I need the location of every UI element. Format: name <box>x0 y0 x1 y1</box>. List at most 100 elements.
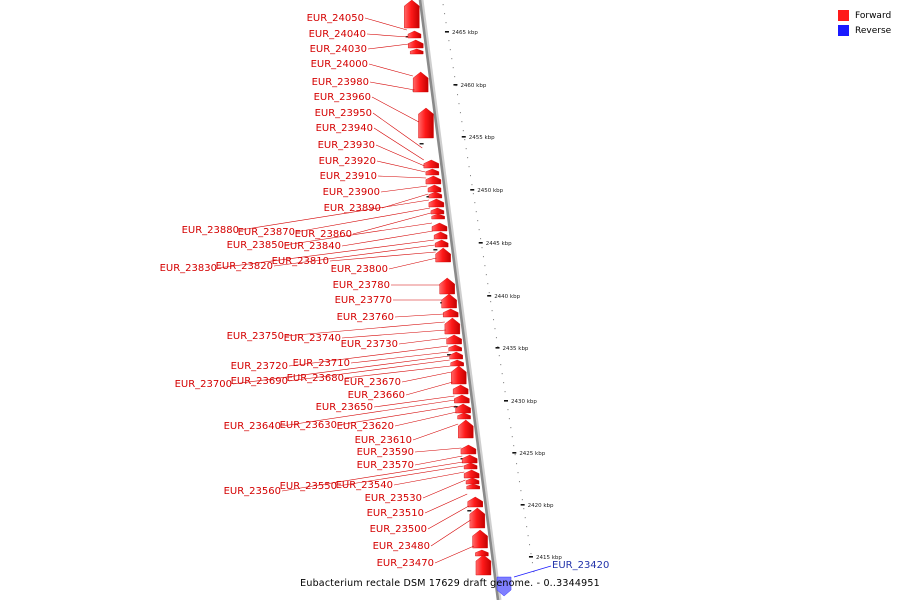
gene-feature-forward[interactable] <box>434 239 449 248</box>
gene-feature-forward[interactable] <box>444 317 461 335</box>
gene-label[interactable]: EUR_23800 <box>331 264 388 275</box>
gene-label[interactable]: EUR_23750 <box>227 331 284 342</box>
gene-label[interactable]: EUR_23470 <box>377 558 434 569</box>
gene-label[interactable]: EUR_23590 <box>357 447 414 458</box>
gene-feature-forward[interactable] <box>435 247 451 263</box>
gene-label[interactable]: EUR_23690 <box>231 376 288 387</box>
gene-feature-forward[interactable] <box>455 403 471 414</box>
gene-label[interactable]: EUR_23960 <box>314 92 371 103</box>
gene-label[interactable]: EUR_23780 <box>333 280 390 291</box>
gene-label[interactable]: EUR_23640 <box>224 421 281 432</box>
gene-feature-forward[interactable] <box>475 549 489 557</box>
gene-label[interactable]: EUR_23710 <box>293 358 350 369</box>
gene-feature-forward[interactable] <box>425 175 442 185</box>
gene-feature-forward[interactable] <box>451 365 467 385</box>
gene-label[interactable]: EUR_23660 <box>348 390 405 401</box>
gene-label[interactable]: EUR_23980 <box>312 77 369 88</box>
gene-feature-forward[interactable] <box>457 412 471 420</box>
gene-feature-forward[interactable] <box>430 207 445 215</box>
gene-label[interactable]: EUR_23850 <box>227 240 284 251</box>
gene-feature-forward[interactable] <box>441 293 457 309</box>
gene-feature-forward[interactable] <box>463 469 480 479</box>
scale-dot <box>442 4 444 6</box>
gene-label[interactable]: EUR_23760 <box>337 312 394 323</box>
gene-label[interactable]: EUR_23670 <box>344 377 401 388</box>
gene-feature-forward[interactable] <box>412 71 429 93</box>
gene-label[interactable]: EUR_24000 <box>311 59 368 70</box>
scale-dot <box>454 76 456 78</box>
gene-feature-forward[interactable] <box>431 213 445 220</box>
gene-label[interactable]: EUR_23500 <box>370 524 427 535</box>
gene-feature-reverse[interactable] <box>496 576 512 597</box>
gene-feature-forward[interactable] <box>450 359 464 367</box>
gene-feature-forward[interactable] <box>472 529 488 549</box>
gene-label[interactable]: EUR_23650 <box>316 402 373 413</box>
gene-label[interactable]: EUR_23890 <box>324 203 381 214</box>
gene-label[interactable]: EUR_23720 <box>231 361 288 372</box>
gene-feature-forward[interactable] <box>454 394 470 404</box>
gene-label[interactable]: EUR_23550 <box>280 481 337 492</box>
gene-feature-forward[interactable] <box>428 198 445 208</box>
gene-label[interactable]: EUR_23510 <box>367 508 424 519</box>
gene-label[interactable]: EUR_24050 <box>307 13 364 24</box>
gene-label[interactable]: EUR_23880 <box>182 225 239 236</box>
gene-feature-forward[interactable] <box>431 222 448 232</box>
gene-label[interactable]: EUR_23930 <box>318 140 375 151</box>
gene-label[interactable]: EUR_24040 <box>309 29 366 40</box>
gene-label[interactable]: EUR_23840 <box>284 241 341 252</box>
gene-label[interactable]: EUR_23540 <box>336 480 393 491</box>
gene-feature-forward[interactable] <box>425 168 440 176</box>
gene-feature-forward[interactable] <box>439 277 455 295</box>
gene-feature-forward[interactable] <box>446 334 462 345</box>
gene-label[interactable]: EUR_23810 <box>272 256 329 267</box>
gene-label[interactable]: EUR_23620 <box>337 421 394 432</box>
gene-label[interactable]: EUR_23740 <box>284 333 341 344</box>
gene-feature-forward[interactable] <box>442 308 459 318</box>
gene-label[interactable]: EUR_23950 <box>315 108 372 119</box>
gene-label[interactable]: EUR_23920 <box>319 156 376 167</box>
gene-feature-forward[interactable] <box>469 507 486 529</box>
gene-label[interactable]: EUR_23910 <box>320 171 377 182</box>
gene-label[interactable]: EUR_23570 <box>357 460 414 471</box>
gene-feature-forward[interactable] <box>408 39 424 49</box>
gene-feature-forward[interactable] <box>407 30 422 39</box>
gene-label[interactable]: EUR_24030 <box>310 44 367 55</box>
gene-label[interactable]: EUR_23770 <box>335 295 392 306</box>
gene-label[interactable]: EUR_23420 <box>552 560 609 571</box>
gene-feature-forward[interactable] <box>404 0 420 29</box>
gene-label[interactable]: EUR_23870 <box>238 227 295 238</box>
gene-label[interactable]: EUR_23900 <box>323 187 380 198</box>
gene-label[interactable]: EUR_23610 <box>355 435 412 446</box>
gene-label[interactable]: EUR_23860 <box>295 229 352 240</box>
gene-label[interactable]: EUR_23830 <box>160 263 217 274</box>
gene-feature-forward[interactable] <box>461 454 478 464</box>
gene-label[interactable]: EUR_23560 <box>224 486 281 497</box>
gene-feature-forward[interactable] <box>448 344 462 352</box>
gene-feature-forward[interactable] <box>466 483 480 490</box>
gene-feature-forward[interactable] <box>460 444 477 455</box>
gene-feature-forward[interactable] <box>458 419 474 439</box>
gene-feature-forward[interactable] <box>409 48 424 55</box>
gene-label[interactable]: EUR_23630 <box>280 420 337 431</box>
gene-label-leader <box>376 160 426 173</box>
gene-label[interactable]: EUR_23700 <box>175 379 232 390</box>
gene-label[interactable]: EUR_23940 <box>316 123 373 134</box>
gene-feature-forward[interactable] <box>427 184 442 193</box>
gene-label[interactable]: EUR_23530 <box>365 493 422 504</box>
gene-feature-forward[interactable] <box>475 554 492 576</box>
map-caption: Eubacterium rectale DSM 17629 draft geno… <box>0 578 900 589</box>
gene-feature-forward[interactable] <box>433 231 448 240</box>
gene-feature-forward[interactable] <box>449 351 463 360</box>
gene-feature-forward[interactable] <box>467 496 483 508</box>
gene-feature-forward[interactable] <box>465 477 480 485</box>
gene-feature-forward[interactable] <box>463 462 478 470</box>
gene-label[interactable]: EUR_23820 <box>216 261 273 272</box>
gene-feature-forward[interactable] <box>428 191 443 199</box>
gene-feature-forward[interactable] <box>418 107 434 139</box>
gene-label[interactable]: EUR_23730 <box>341 339 398 350</box>
gene-label[interactable]: EUR_23680 <box>287 373 344 384</box>
gene-feature-forward[interactable] <box>423 159 440 169</box>
gene-feature-forward[interactable] <box>452 384 469 395</box>
gene-label[interactable]: EUR_23480 <box>373 541 430 552</box>
